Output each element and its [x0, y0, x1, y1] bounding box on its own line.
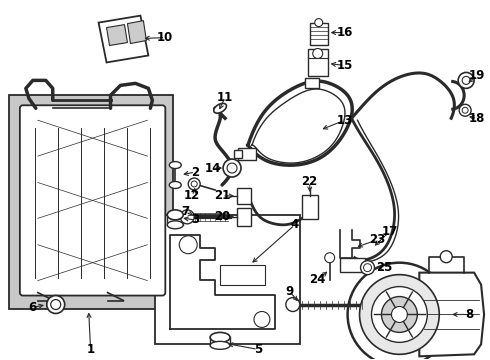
Circle shape	[347, 263, 451, 360]
Text: 11: 11	[217, 91, 233, 104]
Polygon shape	[106, 24, 127, 45]
FancyBboxPatch shape	[20, 105, 165, 296]
Circle shape	[223, 159, 241, 177]
Ellipse shape	[167, 210, 183, 220]
Circle shape	[462, 107, 468, 113]
Circle shape	[47, 296, 65, 314]
Circle shape	[364, 264, 371, 272]
Ellipse shape	[169, 181, 181, 189]
Bar	[234, 150, 242, 158]
Circle shape	[254, 311, 270, 328]
Polygon shape	[98, 15, 148, 62]
Text: 18: 18	[469, 112, 485, 125]
Circle shape	[191, 181, 197, 187]
Text: 22: 22	[302, 175, 318, 189]
Ellipse shape	[169, 162, 181, 168]
Text: 4: 4	[291, 218, 299, 231]
Text: 24: 24	[310, 273, 326, 286]
Text: 2: 2	[191, 166, 199, 179]
Circle shape	[188, 178, 200, 190]
Bar	[305, 78, 318, 88]
Text: 21: 21	[214, 189, 230, 202]
Bar	[310, 23, 328, 45]
Bar	[220, 265, 265, 285]
Circle shape	[286, 298, 300, 311]
Circle shape	[459, 104, 471, 116]
Text: 19: 19	[469, 69, 485, 82]
Circle shape	[180, 210, 194, 224]
Text: 1: 1	[87, 343, 95, 356]
Circle shape	[179, 236, 197, 254]
Text: 14: 14	[205, 162, 221, 175]
Circle shape	[458, 72, 474, 88]
Bar	[237, 208, 251, 226]
Text: 13: 13	[337, 114, 353, 127]
Circle shape	[227, 163, 237, 173]
Circle shape	[440, 251, 452, 263]
Bar	[340, 258, 365, 272]
Bar	[302, 195, 318, 219]
Text: 25: 25	[376, 261, 392, 274]
Ellipse shape	[210, 332, 230, 342]
Circle shape	[313, 49, 323, 58]
Circle shape	[51, 300, 61, 310]
Text: 16: 16	[337, 26, 353, 39]
Bar	[9, 95, 173, 310]
Circle shape	[325, 253, 335, 263]
Circle shape	[371, 287, 427, 342]
Text: 10: 10	[157, 31, 173, 44]
Polygon shape	[419, 273, 484, 356]
Bar	[155, 215, 300, 345]
Text: 5: 5	[254, 343, 262, 356]
Circle shape	[315, 19, 323, 27]
Ellipse shape	[167, 221, 183, 229]
Text: 3: 3	[191, 213, 199, 226]
Ellipse shape	[214, 103, 226, 113]
Text: 15: 15	[337, 59, 353, 72]
Circle shape	[361, 261, 374, 275]
Text: 9: 9	[286, 285, 294, 298]
Circle shape	[382, 297, 417, 332]
Text: 7: 7	[181, 205, 189, 219]
Text: 23: 23	[369, 233, 386, 246]
Text: 6: 6	[29, 301, 37, 314]
Text: 12: 12	[184, 189, 200, 202]
Text: 20: 20	[214, 210, 230, 223]
Circle shape	[392, 306, 407, 323]
Circle shape	[360, 275, 439, 354]
Polygon shape	[127, 21, 147, 44]
Text: 8: 8	[465, 308, 473, 321]
Text: 17: 17	[381, 225, 397, 238]
Circle shape	[462, 76, 470, 84]
Bar	[238, 148, 256, 160]
Ellipse shape	[210, 341, 230, 349]
Bar	[308, 49, 328, 76]
Bar	[237, 188, 251, 204]
